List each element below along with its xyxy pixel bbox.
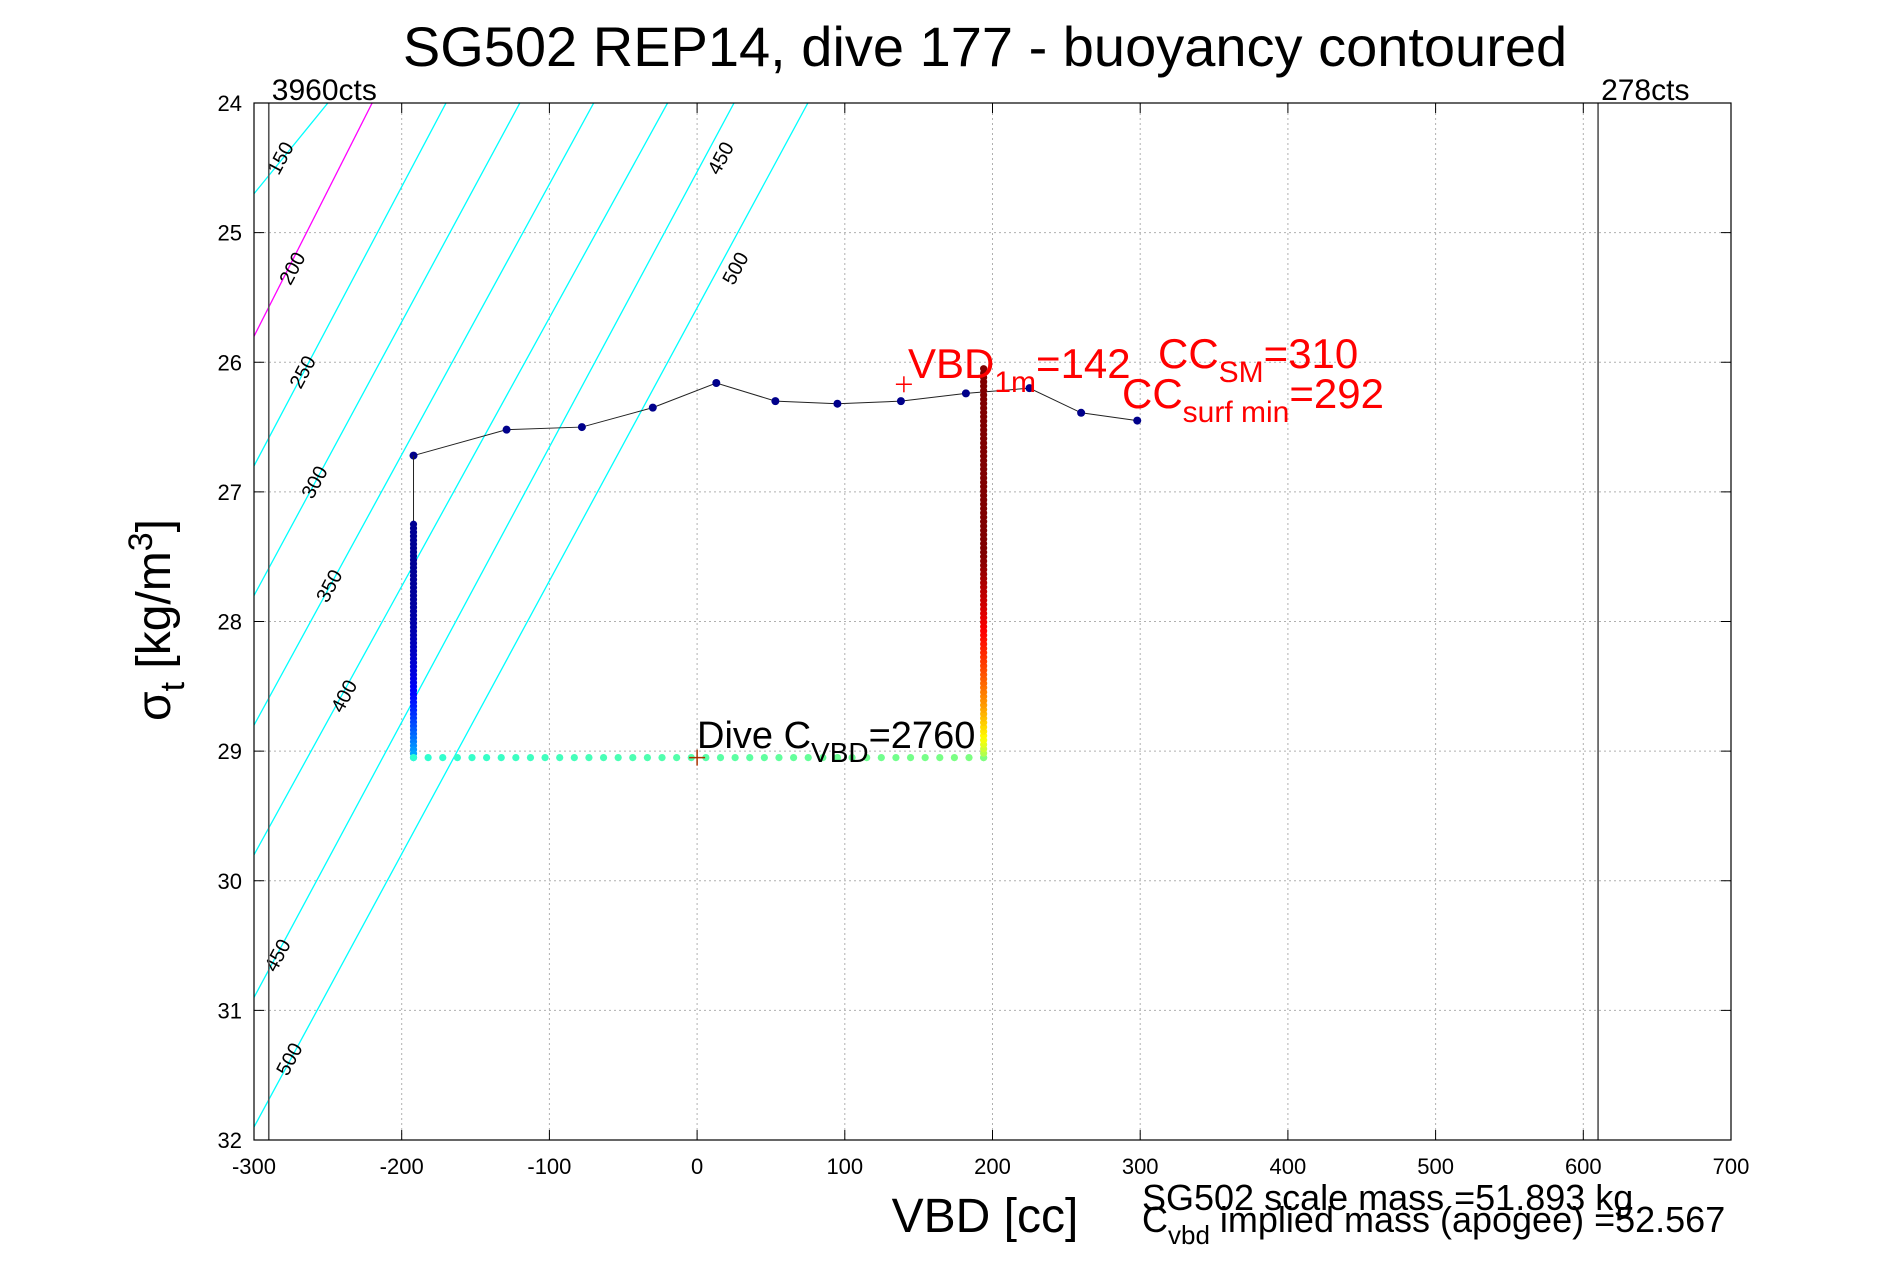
- bottom-point: [804, 754, 812, 762]
- bottom-point: [556, 754, 564, 762]
- contour-line-350: [254, 103, 595, 726]
- contour-line-300: [254, 103, 521, 596]
- bottom-point: [906, 754, 915, 762]
- grid-lines: [254, 103, 1731, 1140]
- chart-title: SG502 REP14, dive 177 - buoyancy contour…: [403, 15, 1567, 78]
- bottom-point: [453, 754, 461, 762]
- bottom-point: [921, 754, 929, 762]
- bottom-point: [468, 754, 476, 762]
- bottom-point: [716, 754, 725, 762]
- x-tick-label: 300: [1122, 1154, 1159, 1179]
- annotation-markers: [689, 376, 912, 766]
- y-tick-label: 24: [218, 91, 242, 116]
- bottom-point: [702, 754, 710, 762]
- y-tick-label: 29: [218, 739, 242, 764]
- surface-point: [712, 378, 721, 387]
- y-tick-label: 30: [218, 869, 242, 894]
- contour-line-150: [254, 103, 373, 337]
- surface-point: [833, 399, 842, 408]
- bottom-point: [760, 754, 768, 762]
- contour-line-500: [254, 103, 809, 1128]
- bottom-point: [833, 754, 842, 762]
- bottom-point: [965, 754, 973, 762]
- contour-line-200: [254, 103, 329, 195]
- bottom-point: [541, 754, 549, 762]
- bottom-point: [483, 754, 491, 762]
- x-tick-label: 400: [1270, 1154, 1307, 1179]
- bottom-point: [936, 754, 944, 762]
- bottom-point: [614, 754, 622, 762]
- vbd-1m-annotation: VBD1m=142: [908, 340, 1131, 399]
- cc-sm-annotation: CCSM=310: [1158, 330, 1358, 389]
- x-tick-label: 200: [974, 1154, 1011, 1179]
- bottom-point: [585, 754, 593, 762]
- y-tick-label: 32: [218, 1128, 242, 1153]
- bottom-point: [512, 754, 520, 762]
- surface-line: [413, 382, 1138, 457]
- dive-c-vbd-annotation: Dive CVBD=2760: [697, 715, 975, 768]
- x-tick-label: 100: [826, 1154, 863, 1179]
- y-tick-label: 31: [218, 998, 242, 1023]
- surface-point: [771, 397, 780, 406]
- x-tick-label: -200: [380, 1154, 424, 1179]
- x-tick-label: 600: [1565, 1154, 1602, 1179]
- surface-point: [1025, 384, 1034, 393]
- surface-point: [648, 403, 657, 412]
- surface-point: [502, 425, 511, 434]
- bottom-point: [424, 754, 432, 762]
- bottom-point: [746, 754, 754, 762]
- bottom-point: [526, 754, 535, 762]
- axis-ticks: -300 -200 -100 0 100 200 300 400 500 600 700 24 25 26…: [218, 91, 1750, 1179]
- vbd-limit-lines: [267, 103, 1599, 1140]
- x-tick-label: 700: [1713, 1154, 1750, 1179]
- bottom-point: [863, 754, 871, 762]
- surface-point: [1133, 416, 1142, 425]
- bottom-point: [950, 754, 959, 762]
- contour-line-400: [254, 103, 669, 856]
- surface-point: [961, 389, 970, 398]
- vbd-limit-labels: 3960cts 278cts: [272, 74, 1690, 107]
- bottom-point: [599, 754, 608, 762]
- bottom-point: [629, 754, 637, 762]
- bottom-point: [731, 754, 739, 762]
- surface-point: [577, 423, 586, 432]
- x-tick-label: -300: [232, 1154, 276, 1179]
- bottom-point: [409, 754, 418, 762]
- vbd-limit-label: 278cts: [1601, 74, 1689, 107]
- cc-surf-min-annotation: CCsurf min=292: [1122, 370, 1384, 429]
- implied-mass-footer: Cvbd implied mass (apogee) =52.567: [1142, 1199, 1725, 1250]
- surface-point: [1077, 408, 1086, 417]
- data-series: [409, 365, 1142, 762]
- x-axis-label: VBD [cc]: [892, 1190, 1079, 1243]
- bottom-point: [775, 754, 783, 762]
- y-tick-label: 27: [218, 480, 242, 505]
- x-tick-label: 500: [1417, 1154, 1454, 1179]
- bottom-point: [819, 754, 827, 762]
- bottom-point: [789, 754, 798, 762]
- bottom-point: [570, 754, 578, 762]
- x-tick-label: 0: [691, 1154, 703, 1179]
- bottom-point: [643, 754, 652, 762]
- x-tick-label: -100: [527, 1154, 571, 1179]
- y-tick-label: 25: [218, 221, 242, 246]
- vbd-limit-label: 3960cts: [272, 74, 377, 107]
- bottom-point: [892, 754, 900, 762]
- scale-mass-footer: SG502 scale mass =51.893 kg: [1142, 1177, 1633, 1218]
- bottom-point: [658, 754, 666, 762]
- y-tick-label: 26: [218, 350, 242, 375]
- bottom-point: [848, 754, 856, 762]
- contour-line-250: [254, 103, 447, 467]
- bottom-point: [673, 754, 681, 762]
- contour-line-450: [254, 103, 735, 998]
- bottom-point: [497, 754, 505, 762]
- y-axis-label: σt [kg/m3]: [122, 519, 192, 721]
- surface-point: [896, 397, 905, 406]
- bottom-point: [877, 754, 885, 762]
- bottom-point: [439, 754, 447, 762]
- ascent-point: [980, 365, 988, 373]
- y-tick-label: 28: [218, 610, 242, 635]
